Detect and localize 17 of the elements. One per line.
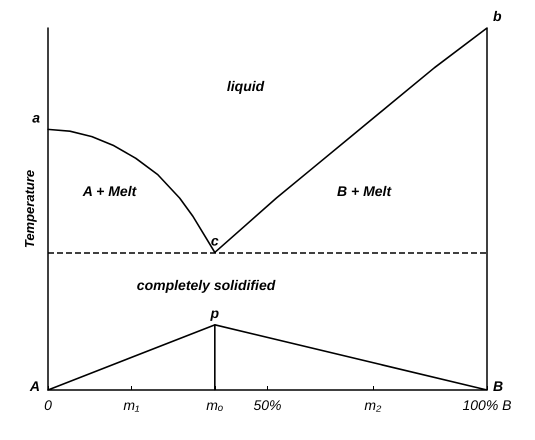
x-tick-label: 0 [44,397,52,413]
annotation: b [493,8,502,24]
annotation: A [28,378,40,394]
annotation: liquid [226,78,265,94]
x-tick-label: 50% [253,397,282,413]
x-tick-label: m₁ [123,397,140,413]
y-axis-title: Temperature [22,170,37,248]
annotation: c [210,232,219,248]
x-tick-label: m₂ [364,397,382,413]
annotation: B [493,378,504,394]
annotation: a [32,109,40,126]
annotation: B + Melt [337,182,392,199]
x-tick-label: 100% B [462,397,512,413]
annotation: A + Melt [82,182,138,199]
annotation: completely solidified [136,277,276,294]
x-tick-label: mₒ [206,397,224,413]
annotation: p [210,304,220,321]
